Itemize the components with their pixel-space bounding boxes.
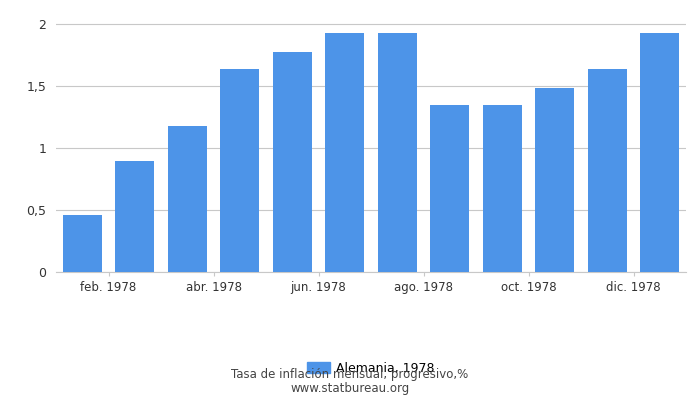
Bar [115,160,155,272]
Bar [272,52,312,272]
Bar [167,126,207,272]
Bar [430,105,470,272]
Bar [377,33,417,272]
Bar [587,69,627,272]
Bar [482,105,522,272]
Bar [220,69,260,272]
Text: Tasa de inflación mensual, progresivo,%: Tasa de inflación mensual, progresivo,% [232,368,468,381]
Text: www.statbureau.org: www.statbureau.org [290,382,410,395]
Bar [640,33,680,272]
Bar [62,215,102,272]
Bar [535,88,575,272]
Bar [325,33,365,272]
Legend: Alemania, 1978: Alemania, 1978 [307,362,435,375]
